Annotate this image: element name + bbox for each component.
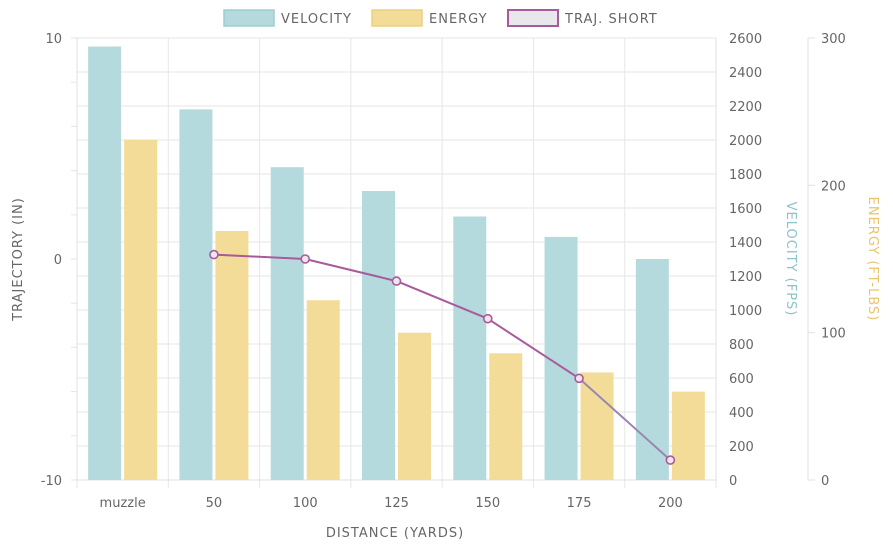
energy-axis-title: ENERGY (FT-LBS) (865, 197, 880, 322)
legend: VELOCITY ENERGY TRAJ. SHORT (223, 9, 658, 27)
bar-energy-200[interactable] (671, 391, 705, 480)
tick-labels: muzzle 50 100 125 150 175 200100-1026002400220… (41, 32, 846, 511)
energy-tick-label: 200 (821, 179, 846, 194)
velocity-tick-label: 0 (729, 474, 737, 489)
legend-label-traj-short: TRAJ. SHORT (564, 12, 658, 27)
velocity-tick-label: 1800 (729, 168, 762, 183)
legend-swatch-traj-short (507, 9, 559, 27)
legend-item-energy[interactable]: ENERGY (371, 9, 488, 27)
bar-energy-175[interactable] (580, 372, 614, 480)
x-tick-label: 150 (475, 496, 500, 511)
trajectory-axis-title: TRAJECTORY (IN) (11, 197, 26, 322)
legend-item-traj-short[interactable]: TRAJ. SHORT (507, 9, 658, 27)
velocity-tick-label: 1200 (729, 270, 762, 285)
velocity-tick-label: 2000 (729, 134, 762, 149)
velocity-tick-label: 1000 (729, 304, 762, 319)
x-tick-label: 50 (206, 496, 223, 511)
x-tick-label: 175 (567, 496, 592, 511)
bar-velocity-muzzle[interactable] (88, 46, 122, 481)
velocity-tick-label: 2200 (729, 100, 762, 115)
trajectory-segment (578, 377, 672, 461)
trajectory-segment (213, 253, 306, 260)
legend-label-energy: ENERGY (429, 12, 488, 27)
bar-velocity-50[interactable] (179, 109, 213, 481)
velocity-tick-label: 2400 (729, 66, 762, 81)
velocity-tick-label: 1400 (729, 236, 762, 251)
velocity-tick-label: 2600 (729, 32, 762, 47)
trajectory-tick-label: 0 (54, 253, 62, 268)
energy-tick-label: 100 (821, 327, 846, 342)
trajectory-point-100[interactable] (300, 254, 311, 264)
bar-energy-100[interactable] (306, 300, 340, 480)
bar-velocity-125[interactable] (362, 191, 395, 480)
energy-tick-label: 300 (821, 32, 846, 47)
trajectory-tick-label: -10 (41, 474, 62, 489)
bar-series (88, 46, 705, 481)
bar-energy-150[interactable] (489, 353, 523, 480)
x-tick-label: 100 (293, 496, 318, 511)
trajectory-segment (304, 258, 397, 283)
trajectory-point-175[interactable] (574, 373, 584, 384)
velocity-axis-title: VELOCITY (FPS) (783, 202, 798, 317)
trajectory-line-series (209, 249, 676, 465)
trajectory-point-200[interactable] (665, 455, 676, 465)
bar-energy-125[interactable] (398, 332, 431, 480)
velocity-tick-label: 800 (729, 338, 754, 353)
x-tick-label: muzzle (100, 496, 146, 511)
x-tick-label: 125 (384, 496, 409, 511)
trajectory-point-125[interactable] (391, 276, 402, 286)
bar-velocity-200[interactable] (635, 259, 669, 480)
x-tick-label: 200 (658, 496, 683, 511)
velocity-tick-label: 600 (729, 372, 754, 387)
energy-tick-label: 0 (821, 474, 829, 489)
bar-energy-50[interactable] (215, 231, 249, 480)
legend-label-velocity: VELOCITY (281, 12, 352, 27)
trajectory-segment (396, 280, 489, 320)
trajectory-tick-label: 10 (45, 32, 62, 47)
legend-swatch-velocity (223, 9, 275, 27)
bar-velocity-150[interactable] (453, 216, 487, 481)
bar-velocity-100[interactable] (270, 167, 304, 480)
velocity-tick-label: 1600 (729, 202, 762, 217)
velocity-tick-label: 200 (729, 440, 754, 455)
trajectory-point-150[interactable] (482, 313, 493, 324)
x-axis-title: DISTANCE (YARDS) (326, 526, 464, 541)
legend-item-velocity[interactable]: VELOCITY (223, 9, 352, 27)
trajectory-point-50[interactable] (209, 249, 219, 260)
velocity-tick-label: 400 (729, 406, 754, 421)
trajectory-segment (487, 317, 580, 380)
bar-energy-muzzle[interactable] (124, 139, 158, 480)
legend-swatch-energy (371, 9, 423, 27)
